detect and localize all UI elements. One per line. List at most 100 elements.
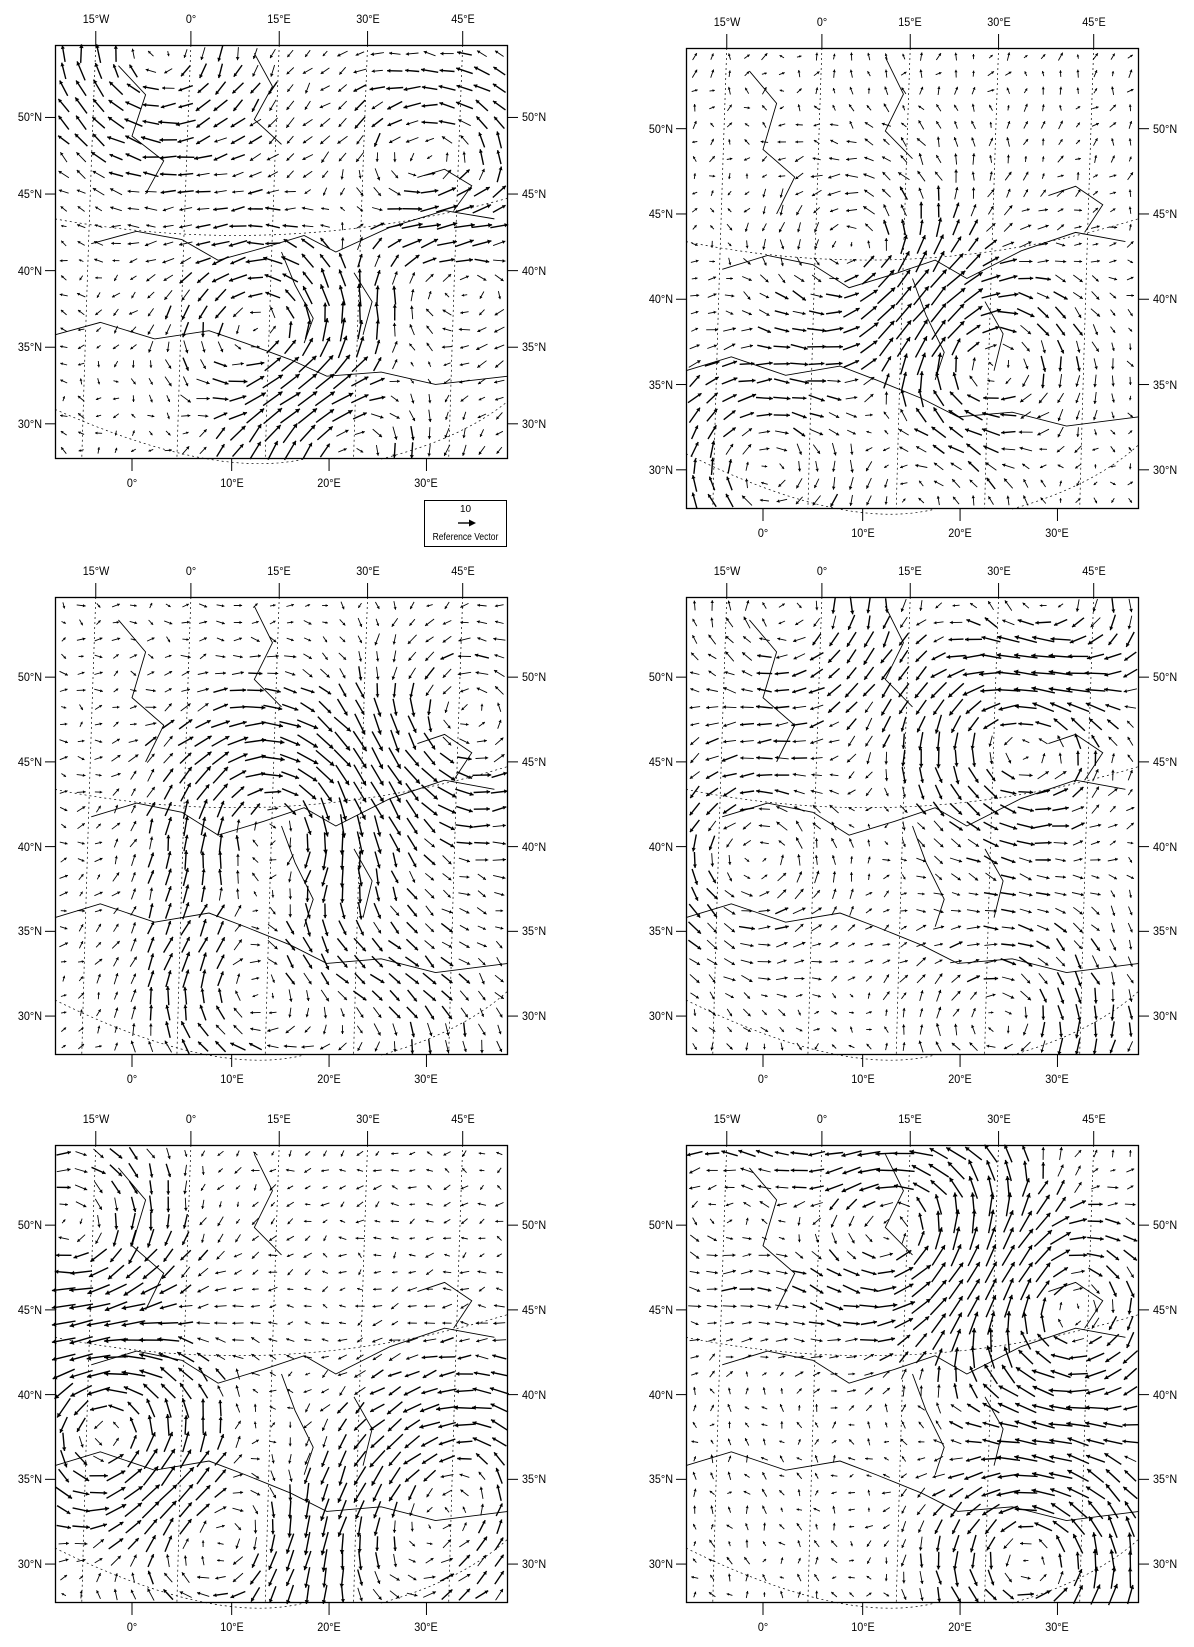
bottom-lon-label: 30°E [414,1072,439,1086]
top-lon-label: 45°E [1081,15,1106,29]
coastline [749,70,796,215]
left-lat-label: 30°N [17,1009,42,1024]
top-lon-label: 30°E [986,15,1011,29]
graticule-line [54,1547,305,1609]
coastline [54,903,509,974]
wind-map-panel-top-left: 15°W 0° 15°E 30°E 45°E 0° 10°E 20°E 30°E 50°N 50°N… [18,12,546,490]
coastline [91,1327,495,1384]
coastline [118,65,165,195]
graticule-line [264,596,280,1056]
bottom-lon-label: 30°E [1045,1072,1070,1086]
bottom-lon-label: 30°E [1045,1620,1070,1634]
plot-border [685,47,1140,510]
right-lat-label: 45°N [1153,206,1178,221]
left-lat-label: 40°N [648,292,673,307]
coastline [253,53,282,145]
graticule-line [1079,47,1095,510]
right-lat-label: 45°N [522,1302,547,1317]
right-lat-label: 30°N [1153,1009,1178,1024]
coastline [281,251,314,344]
bottom-lon-label: 20°E [317,1072,341,1086]
left-lat-label: 50°N [648,1218,673,1233]
graticule-line [1079,596,1095,1056]
left-lat-label: 40°N [17,839,42,854]
left-lat-label: 45°N [17,754,42,769]
top-lon-label: 15°W [82,12,110,26]
right-lat-label: 50°N [522,670,547,685]
right-lat-label: 35°N [1153,1472,1178,1487]
right-lat-label: 50°N [1153,1218,1178,1233]
bottom-lon-label: 0° [126,1072,138,1086]
reference-vector-label: Reference Vector [432,532,499,543]
graticule-line [81,1144,97,1604]
left-lat-label: 30°N [17,1557,42,1572]
coastline [685,903,1140,974]
bottom-lon-label: 30°E [1045,526,1070,540]
right-lat-label: 50°N [1153,121,1178,136]
bottom-lon-label: 10°E [850,1072,875,1086]
coastline [1048,733,1104,781]
plot-border [54,596,509,1056]
graticule-line [54,197,509,236]
top-lon-label: 30°E [986,1112,1011,1126]
right-lat-label: 40°N [522,263,547,278]
coastline [884,57,913,159]
left-lat-label: 50°N [17,1218,42,1233]
graticule-line [685,453,936,515]
wind-vector-field [57,44,509,461]
left-lat-label: 30°N [17,416,42,431]
top-lon-label: 15°E [267,1112,292,1126]
wind-map-panel-middle-left: 15°W 0° 15°E 30°E 45°E 0° 10°E 20°E 30°E 50°N 50°N… [18,564,546,1086]
bottom-lon-label: 0° [126,476,138,490]
right-lat-label: 50°N [522,1218,547,1233]
wind-vector-field [687,596,1138,1056]
right-lat-label: 40°N [1153,839,1178,854]
graticule-line [1012,990,1140,1056]
right-lat-label: 30°N [522,416,547,431]
bottom-lon-label: 10°E [850,1620,875,1634]
left-lat-label: 40°N [648,839,673,854]
bottom-lon-label: 20°E [948,1620,972,1634]
left-lat-label: 50°N [648,670,673,685]
left-lat-label: 35°N [17,1472,42,1487]
wind-map-panel-top-right: 15°W 0° 15°E 30°E 45°E 0° 10°E 20°E 30°E 50°N 50°N… [649,15,1177,540]
bottom-lon-label: 10°E [219,1072,244,1086]
left-lat-label: 45°N [648,754,673,769]
left-lat-label: 35°N [648,924,673,939]
graticule-line [264,1144,280,1604]
right-lat-label: 40°N [522,839,547,854]
graticule-line [807,596,823,1056]
graticule-line [1079,1144,1095,1604]
right-lat-label: 45°N [1153,754,1178,769]
top-lon-label: 45°E [1081,1112,1106,1126]
coastline [253,1153,282,1256]
left-lat-label: 30°N [648,462,673,477]
coastline [253,605,282,708]
graticule-line [807,1144,823,1604]
right-lat-label: 30°N [522,1009,547,1024]
reference-vector-magnitude: 10 [459,504,472,515]
right-lat-label: 50°N [522,110,547,125]
bottom-lon-label: 20°E [948,1072,972,1086]
graticule-line [712,596,728,1056]
bottom-lon-label: 0° [757,1072,769,1086]
top-lon-label: 45°E [450,1112,475,1126]
bottom-lon-label: 10°E [219,476,244,490]
wind-vector-field [51,1146,510,1605]
map-frame [45,31,518,471]
left-lat-label: 35°N [17,340,42,355]
top-lon-label: 15°E [898,1112,923,1126]
wind-map-panel-middle-right: 15°W 0° 15°E 30°E 45°E 0° 10°E 20°E 30°E 50°N 50°N… [649,564,1177,1086]
graticule-line [712,47,728,510]
top-lon-label: 0° [185,564,197,578]
top-lon-label: 0° [816,15,828,29]
left-lat-label: 45°N [17,187,42,202]
bottom-lon-label: 30°E [414,1620,439,1634]
plot-border [54,1144,509,1604]
graticule-line [685,999,936,1061]
right-lat-label: 35°N [522,1472,547,1487]
top-lon-label: 45°E [1081,564,1106,578]
top-lon-label: 30°E [355,1112,380,1126]
coastline [884,1153,913,1256]
coastline [722,1327,1126,1384]
